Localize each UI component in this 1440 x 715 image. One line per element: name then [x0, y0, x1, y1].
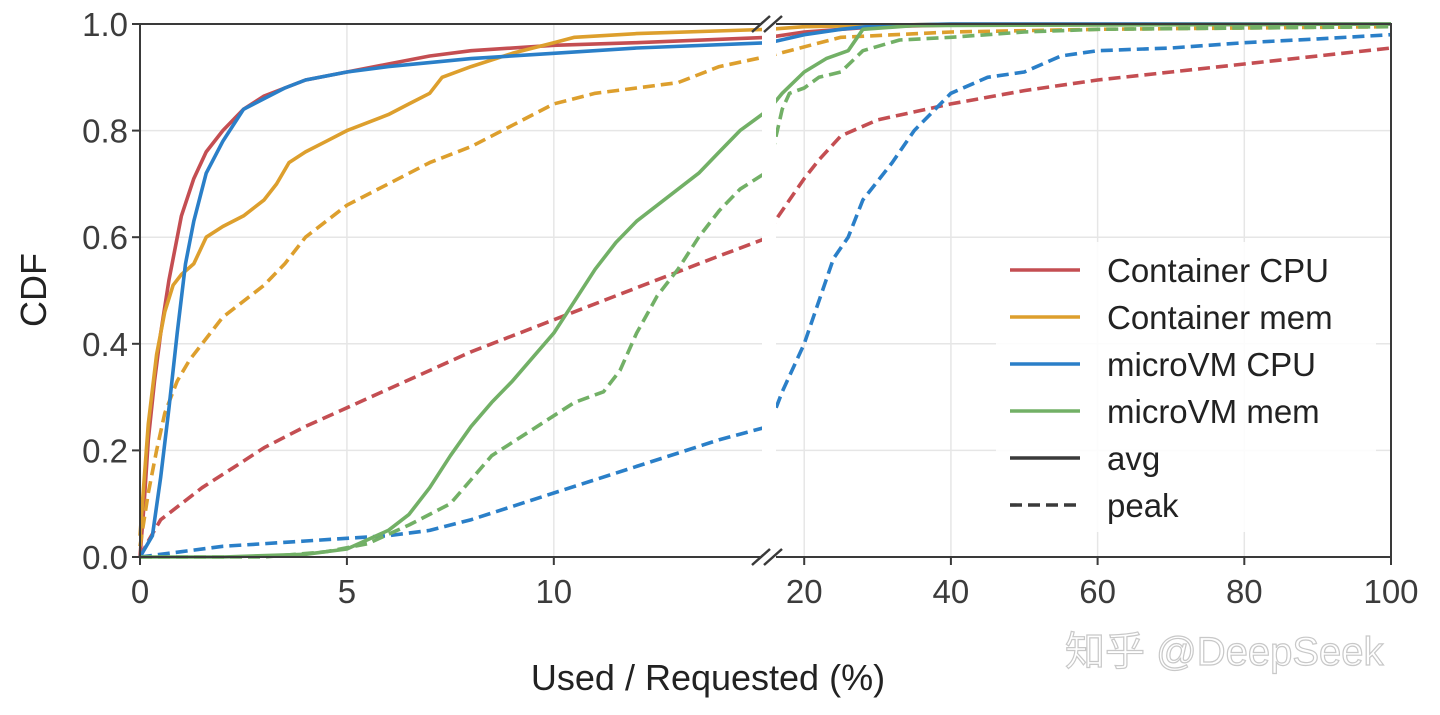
legend-label-container-cpu: Container CPU	[1107, 252, 1329, 289]
legend-label-peak: peak	[1107, 487, 1179, 524]
y-axis-title: CDF	[13, 253, 54, 327]
axis-break-mark-top-2	[763, 15, 783, 33]
legend-label-microvm-cpu: microVM CPU	[1107, 346, 1316, 383]
y-tick-label: 0.2	[82, 432, 128, 469]
x-tick-label: 40	[933, 573, 970, 610]
y-tick-label: 0.6	[82, 219, 128, 256]
series-line-container-mem-avg	[138, 22, 1391, 536]
legend-background	[996, 242, 1376, 532]
y-tick-label: 1.0	[82, 6, 128, 43]
y-tick-label: 0.0	[82, 539, 128, 576]
y-tick-label: 0.8	[82, 113, 128, 150]
series-line-microvm-cpu-avg	[138, 22, 1391, 558]
x-tick-label: 10	[535, 573, 572, 610]
axis-break-gap	[762, 22, 776, 559]
axis-break-mark-bottom-1	[751, 548, 771, 566]
x-tick-label: 80	[1226, 573, 1263, 610]
y-tick-label: 0.4	[82, 326, 128, 363]
axis-break	[751, 15, 783, 566]
legend-label-container-mem: Container mem	[1107, 299, 1333, 336]
x-tick-label: 5	[338, 573, 356, 610]
axis-break-mark-bottom-2	[763, 548, 783, 566]
legend-label-microvm-mem: microVM mem	[1107, 393, 1320, 430]
axis-ticks: 0.0 0.2 0.4 0.6 0.8 1.0 0 5 10 20 40 60 80 100	[82, 6, 1418, 610]
legend-label-avg: avg	[1107, 440, 1160, 477]
x-axis-title: Used / Requested (%)	[531, 657, 885, 698]
x-tick-label: 20	[786, 573, 823, 610]
x-tick-label: 60	[1079, 573, 1116, 610]
series-line-microvm-mem-peak	[140, 24, 1392, 559]
watermark: 知乎 @DeepSeek	[1065, 630, 1385, 674]
series-line-microvm-cpu-peak	[139, 32, 1392, 559]
x-tick-label: 0	[131, 573, 149, 610]
series-line-microvm-mem-avg	[140, 22, 1392, 559]
series-line-container-cpu-peak	[138, 46, 1392, 558]
x-tick-label: 100	[1363, 573, 1418, 610]
legend: Container CPU Container mem microVM CPU mic…	[996, 242, 1376, 532]
axis-break-mark-top-1	[751, 15, 771, 33]
